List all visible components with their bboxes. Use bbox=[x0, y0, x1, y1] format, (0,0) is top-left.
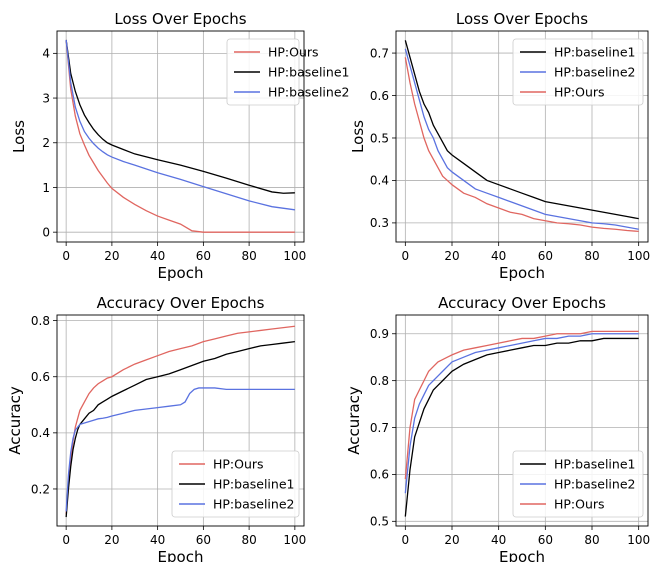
legend-entry: HP:baseline1 bbox=[268, 65, 349, 80]
x-tick-label: 20 bbox=[104, 249, 119, 263]
x-tick-label: 80 bbox=[584, 533, 599, 547]
x-axis-label: Epoch bbox=[499, 548, 545, 562]
legend-entry: HP:baseline2 bbox=[554, 477, 635, 492]
chart-title: Loss Over Epochs bbox=[456, 10, 588, 28]
y-tick-label: 0.5 bbox=[370, 131, 389, 145]
plot-frame bbox=[395, 314, 649, 527]
y-tick-label: 0 bbox=[42, 225, 50, 239]
legend-entry: HP:Ours bbox=[268, 45, 319, 60]
x-tick-label: 40 bbox=[491, 249, 506, 263]
x-tick-label: 20 bbox=[444, 533, 459, 547]
y-tick-label: 0.6 bbox=[31, 370, 50, 384]
legend: HP:baseline1 HP:baseline2 HP:Ours bbox=[512, 450, 644, 518]
legend-entry: HP:Ours bbox=[554, 497, 605, 512]
legend-entry: HP:baseline1 bbox=[554, 457, 635, 472]
legend: HP:Ours HP:baseline1 HP:baseline2 bbox=[226, 38, 349, 106]
x-tick-label: 40 bbox=[150, 249, 165, 263]
chart-title: Accuracy Over Epochs bbox=[97, 294, 265, 312]
series-line-hp-baseline1 bbox=[65, 39, 295, 194]
x-tick-label: 60 bbox=[538, 533, 553, 547]
y-tick-label: 0.9 bbox=[370, 327, 389, 341]
y-axis-label: Accuracy bbox=[345, 386, 363, 455]
x-tick-label: 100 bbox=[283, 533, 306, 547]
plot-frame bbox=[395, 30, 649, 243]
y-tick-label: 0.4 bbox=[31, 426, 50, 440]
y-axis-label: Accuracy bbox=[6, 386, 24, 455]
y-tick-label: 0.4 bbox=[370, 174, 389, 188]
series-line-hp-baseline2 bbox=[65, 387, 295, 512]
legend-box bbox=[226, 38, 300, 106]
x-tick-label: 20 bbox=[104, 533, 119, 547]
plot-frame bbox=[56, 314, 305, 527]
legend-box bbox=[512, 450, 644, 518]
y-tick-label: 0.8 bbox=[370, 374, 389, 388]
x-axis-label: Epoch bbox=[158, 548, 204, 562]
x-tick-label: 60 bbox=[196, 249, 211, 263]
x-tick-label: 20 bbox=[444, 249, 459, 263]
y-axis-label: Loss bbox=[349, 120, 367, 153]
plot-frame bbox=[56, 30, 305, 243]
x-tick-label: 40 bbox=[150, 533, 165, 547]
chart-panel-2: 0 20 40 60 80 100 0.3 0.4 0.5 0.6 0.7 Loss Over Epo… bbox=[349, 10, 650, 282]
series-line-hp-baseline2 bbox=[404, 333, 639, 494]
legend-entry: HP:Ours bbox=[213, 457, 264, 472]
series-line-hp-baseline2 bbox=[65, 39, 295, 211]
x-tick-label: 80 bbox=[241, 249, 256, 263]
chart-panel-4: 0 20 40 60 80 100 0.5 0.6 0.7 0.8 0.9 Accuracy Over… bbox=[345, 294, 650, 562]
y-tick-label: 0.7 bbox=[370, 46, 389, 60]
chart-title: Loss Over Epochs bbox=[114, 10, 246, 28]
series-line-hp-ours bbox=[404, 57, 639, 233]
x-axis-label: Epoch bbox=[499, 264, 545, 282]
y-tick-label: 0.3 bbox=[370, 216, 389, 230]
x-tick-label: 40 bbox=[491, 533, 506, 547]
x-tick-label: 60 bbox=[538, 249, 553, 263]
y-tick-label: 0.8 bbox=[31, 314, 50, 328]
y-tick-label: 0.5 bbox=[370, 515, 389, 529]
y-axis-label: Loss bbox=[10, 120, 28, 153]
x-tick-label: 0 bbox=[402, 249, 410, 263]
series-line-hp-baseline2 bbox=[404, 48, 639, 230]
y-tick-label: 0.6 bbox=[370, 468, 389, 482]
series-line-hp-ours bbox=[65, 325, 295, 515]
series-line-hp-ours bbox=[404, 330, 639, 480]
x-axis-label: Epoch bbox=[158, 264, 204, 282]
x-tick-label: 0 bbox=[62, 533, 70, 547]
legend-entry: HP:baseline2 bbox=[213, 497, 294, 512]
chart-panel-3: 0 20 40 60 80 100 0.2 0.4 0.6 0.8 Accuracy Over Ep… bbox=[6, 294, 306, 562]
legend-entry: HP:Ours bbox=[554, 85, 605, 100]
y-tick-label: 3 bbox=[42, 91, 50, 105]
y-tick-label: 0.6 bbox=[370, 89, 389, 103]
y-tick-label: 1 bbox=[42, 181, 50, 195]
x-tick-label: 0 bbox=[402, 533, 410, 547]
x-tick-label: 80 bbox=[584, 249, 599, 263]
legend: HP:baseline1 HP:baseline2 HP:Ours bbox=[512, 38, 644, 106]
x-tick-label: 100 bbox=[627, 533, 650, 547]
legend-entry: HP:baseline2 bbox=[268, 85, 349, 100]
series-line-hp-ours bbox=[65, 39, 295, 233]
y-tick-label: 2 bbox=[42, 136, 50, 150]
series-line-hp-baseline1 bbox=[65, 341, 295, 518]
y-tick-label: 0.7 bbox=[370, 421, 389, 435]
x-tick-label: 0 bbox=[62, 249, 70, 263]
chart-title: Accuracy Over Epochs bbox=[438, 294, 606, 312]
legend-entry: HP:baseline2 bbox=[554, 65, 635, 80]
legend-entry: HP:baseline1 bbox=[213, 477, 294, 492]
chart-panel-1: 0 20 40 60 80 100 0 1 2 3 4 Loss Over Epochs Epoch Lo… bbox=[10, 10, 349, 282]
legend: HP:Ours HP:baseline1 HP:baseline2 bbox=[171, 450, 300, 518]
x-tick-label: 100 bbox=[627, 249, 650, 263]
legend-entry: HP:baseline1 bbox=[554, 45, 635, 60]
x-tick-label: 60 bbox=[196, 533, 211, 547]
y-tick-label: 0.2 bbox=[31, 482, 50, 496]
series-line-hp-baseline1 bbox=[404, 40, 639, 220]
x-tick-label: 100 bbox=[283, 249, 306, 263]
y-tick-label: 4 bbox=[42, 47, 50, 61]
legend-box bbox=[512, 38, 644, 106]
x-tick-label: 80 bbox=[241, 533, 256, 547]
series-line-hp-baseline1 bbox=[404, 337, 639, 517]
legend-box bbox=[171, 450, 300, 518]
